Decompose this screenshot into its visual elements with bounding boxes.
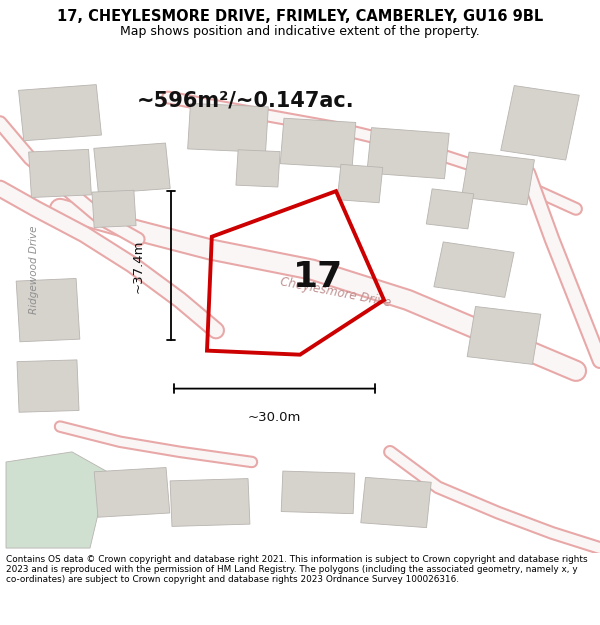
Text: Ridgewood Drive: Ridgewood Drive [29, 226, 39, 314]
Polygon shape [17, 360, 79, 413]
Polygon shape [361, 478, 431, 528]
Text: 17, CHEYLESMORE DRIVE, FRIMLEY, CAMBERLEY, GU16 9BL: 17, CHEYLESMORE DRIVE, FRIMLEY, CAMBERLE… [57, 9, 543, 24]
Text: 17: 17 [293, 259, 343, 294]
Polygon shape [19, 84, 101, 141]
Polygon shape [281, 471, 355, 514]
Polygon shape [367, 127, 449, 179]
Polygon shape [16, 279, 80, 342]
Text: ~37.4m: ~37.4m [131, 239, 145, 292]
Polygon shape [170, 479, 250, 526]
Text: Cheylesmore Drive: Cheylesmore Drive [280, 275, 392, 309]
Polygon shape [467, 306, 541, 364]
Polygon shape [94, 468, 170, 518]
Polygon shape [6, 452, 108, 548]
Polygon shape [461, 152, 535, 205]
Polygon shape [280, 118, 356, 168]
Polygon shape [94, 143, 170, 194]
Polygon shape [188, 103, 268, 152]
Polygon shape [426, 189, 474, 229]
Polygon shape [236, 150, 280, 187]
Text: Map shows position and indicative extent of the property.: Map shows position and indicative extent… [120, 26, 480, 39]
Polygon shape [434, 242, 514, 298]
Text: Contains OS data © Crown copyright and database right 2021. This information is : Contains OS data © Crown copyright and d… [6, 554, 587, 584]
Polygon shape [337, 164, 383, 202]
Text: ~30.0m: ~30.0m [248, 411, 301, 424]
Polygon shape [29, 149, 91, 198]
Polygon shape [92, 190, 136, 228]
Text: ~596m²/~0.147ac.: ~596m²/~0.147ac. [137, 90, 355, 110]
Polygon shape [501, 86, 579, 160]
